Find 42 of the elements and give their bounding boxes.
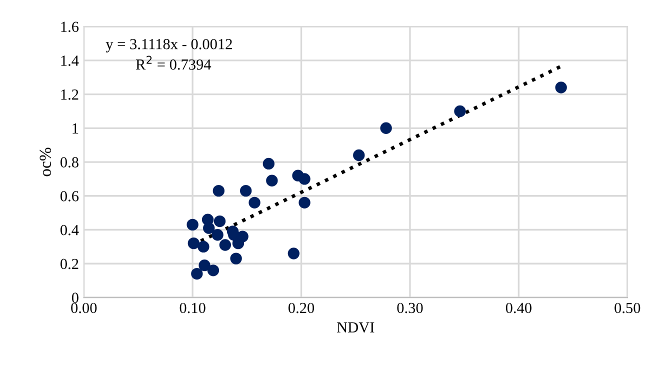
x-tick-label: 0.50 — [614, 302, 640, 314]
y-tick-label: 0 — [72, 292, 78, 303]
point — [198, 240, 210, 253]
point — [207, 264, 220, 276]
y-tick-label: 0.4 — [60, 224, 79, 236]
point — [266, 174, 278, 186]
y-tick-label: 0.8 — [60, 157, 78, 168]
point — [212, 184, 225, 197]
y-tick-label: 1 — [72, 123, 78, 134]
point — [454, 105, 466, 118]
point — [214, 215, 226, 228]
x-tick-label: 0.30 — [397, 302, 423, 314]
annotation: R$^{2}$ = 0.7394 — [136, 56, 212, 70]
point — [248, 196, 260, 209]
y-tick-label: 0.2 — [60, 258, 78, 270]
point — [240, 184, 252, 197]
point — [191, 268, 203, 280]
y-tick-label: 1.4 — [61, 56, 79, 66]
x-tick-label: 0.00 — [71, 302, 97, 314]
y-tick-label: 0.6 — [60, 191, 79, 202]
point — [288, 248, 300, 260]
x-axis-title: NDVI — [336, 322, 374, 333]
point — [203, 222, 215, 234]
annotation: y = 3.1118x - 0.0012 — [106, 38, 232, 52]
x-tick-label: 0.40 — [506, 302, 532, 314]
x-tick-label: 0.20 — [288, 302, 314, 314]
point — [380, 122, 392, 134]
y-tick-label: 1.6 — [61, 22, 79, 32]
x-tick-label: 0.10 — [180, 302, 206, 314]
point — [198, 259, 210, 272]
point — [188, 237, 200, 250]
y-tick-label: 1.2 — [61, 89, 78, 100]
point — [186, 218, 198, 231]
point — [230, 252, 242, 264]
point — [212, 229, 224, 241]
point — [353, 149, 365, 162]
point — [555, 82, 567, 94]
point — [262, 158, 275, 170]
point — [219, 239, 232, 251]
y-axis-title: oc% — [40, 148, 52, 176]
point — [298, 196, 310, 209]
point — [298, 173, 310, 185]
